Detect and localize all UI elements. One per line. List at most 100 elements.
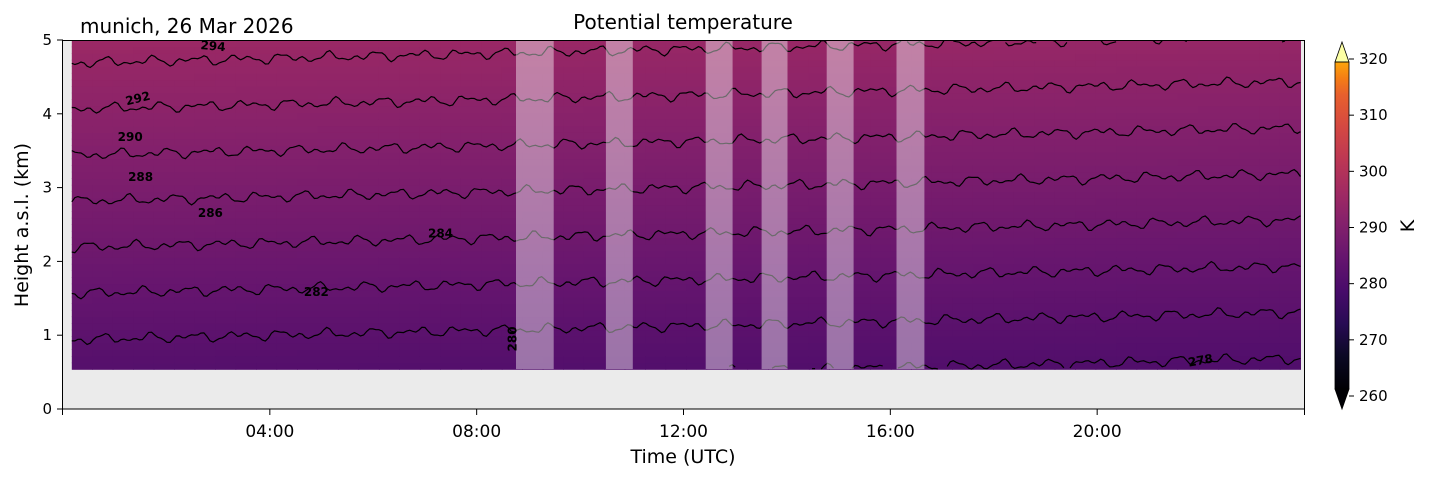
field-cell (440, 184, 462, 192)
field-cell (1095, 303, 1117, 311)
field-cell (563, 165, 585, 173)
field-cell (686, 250, 708, 258)
field-cell (297, 303, 319, 311)
colorbar-tick-label: 270 (1359, 331, 1388, 349)
field-cell (706, 309, 728, 318)
field-cell (1157, 230, 1179, 239)
field-cell (133, 112, 155, 120)
contour-label: 282 (304, 285, 329, 299)
field-cell (112, 132, 134, 140)
field-cell (440, 171, 462, 179)
field-cell (1279, 125, 1301, 133)
field-cell (256, 244, 278, 252)
field-cell (788, 59, 810, 67)
field-cell (1198, 66, 1220, 74)
field-cell (645, 59, 667, 67)
field-cell (1259, 92, 1281, 100)
field-cell (1054, 99, 1076, 107)
field-cell (583, 198, 605, 206)
field-cell (1034, 145, 1056, 153)
field-cell (235, 356, 257, 364)
field-cell (194, 105, 216, 113)
field-cell (317, 198, 339, 206)
field-cell (911, 336, 933, 344)
field-cell (911, 224, 933, 232)
field-cell (972, 198, 994, 206)
field-cell (768, 158, 790, 166)
field-cell (1116, 125, 1138, 133)
field-cell (338, 211, 360, 219)
field-cell (849, 46, 871, 54)
field-cell (583, 191, 605, 199)
field-cell (501, 204, 523, 212)
field-cell (1075, 132, 1097, 140)
field-cell (1095, 40, 1117, 48)
field-cell (1054, 356, 1076, 364)
field-cell (911, 79, 933, 87)
field-cell (194, 40, 216, 48)
field-cell (256, 105, 278, 113)
field-cell (583, 277, 605, 285)
field-cell (727, 138, 749, 146)
colorbar-tick-label: 290 (1359, 219, 1388, 237)
field-cell (460, 309, 482, 318)
field-cell (112, 125, 134, 133)
field-cell (71, 79, 93, 87)
field-cell (1013, 151, 1035, 160)
field-cell (1218, 40, 1240, 48)
field-cell (604, 283, 626, 291)
field-cell (235, 59, 257, 67)
field-cell (481, 86, 503, 94)
field-cell (1157, 303, 1179, 311)
field-cell (993, 151, 1015, 160)
field-cell (583, 323, 605, 331)
field-cell (952, 362, 974, 370)
field-cell (1075, 329, 1097, 337)
field-cell (542, 250, 564, 258)
field-cell (215, 237, 237, 245)
field-cell (583, 86, 605, 94)
field-cell (133, 237, 155, 245)
field-cell (1075, 92, 1097, 100)
field-cell (133, 283, 155, 291)
field-cell (542, 349, 564, 357)
field-cell (1095, 119, 1117, 127)
field-cell (747, 92, 769, 100)
field-cell (604, 112, 626, 120)
field-cell (768, 119, 790, 127)
field-cell (829, 329, 851, 337)
field-cell (706, 204, 728, 212)
field-cell (440, 362, 462, 370)
field-cell (1218, 309, 1240, 318)
field-cell (112, 72, 134, 81)
field-cell (1136, 198, 1158, 206)
field-cell (952, 356, 974, 364)
field-cell (1177, 217, 1199, 225)
field-cell (604, 158, 626, 166)
field-cell (931, 165, 953, 173)
field-cell (1177, 257, 1199, 265)
field-cell (972, 244, 994, 252)
field-cell (542, 277, 564, 285)
field-cell (686, 224, 708, 232)
field-cell (1259, 296, 1281, 304)
field-cell (583, 211, 605, 219)
field-cell (911, 277, 933, 285)
field-cell (829, 244, 851, 252)
field-cell (870, 303, 892, 311)
field-cell (1239, 277, 1261, 285)
field-cell (890, 303, 912, 311)
field-cell (686, 145, 708, 153)
field-cell (1136, 204, 1158, 212)
field-cell (522, 283, 544, 291)
field-cell (952, 171, 974, 179)
field-cell (194, 342, 216, 350)
field-cell (583, 356, 605, 364)
field-cell (378, 296, 400, 304)
field-cell (1259, 329, 1281, 337)
field-cell (419, 119, 441, 127)
field-cell (604, 362, 626, 370)
field-cell (317, 119, 339, 127)
field-cell (624, 303, 646, 311)
field-cell (931, 171, 953, 179)
